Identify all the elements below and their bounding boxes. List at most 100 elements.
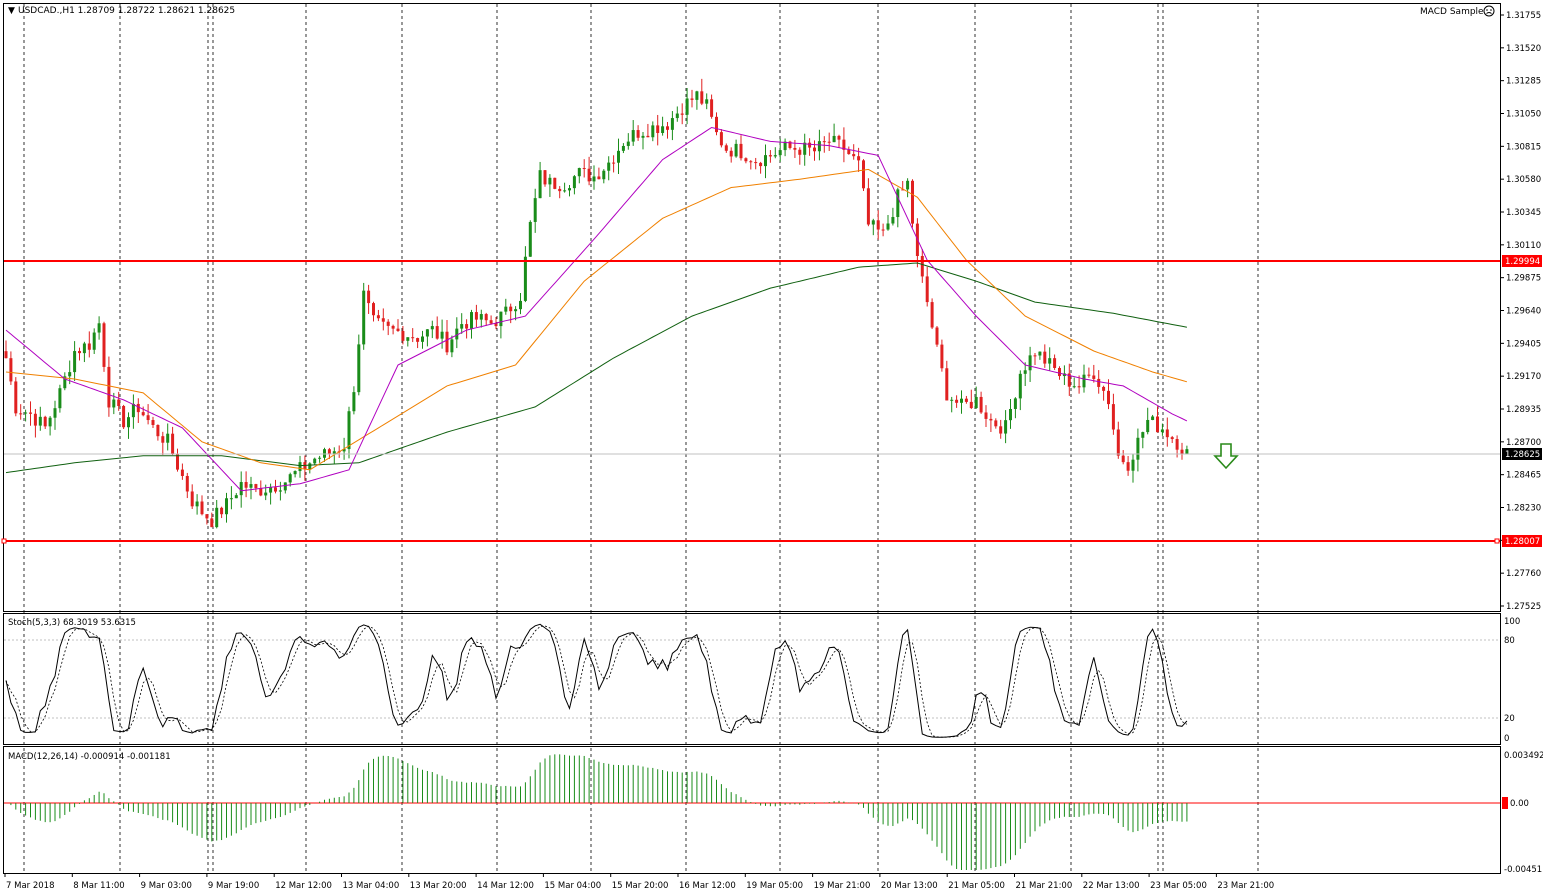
price-axis: 1.31755 1.31520 1.31285 1.31050 1.30815 1.305… — [1500, 11, 1541, 612]
candle-body — [185, 475, 189, 492]
candle-body — [136, 403, 140, 413]
price-tick-label: 1.30815 — [1506, 142, 1541, 152]
stoch-signal-line — [5, 625, 1188, 738]
candle-body — [1146, 419, 1150, 433]
candle-body — [739, 143, 743, 159]
candle-body — [592, 176, 596, 182]
candle-body — [151, 420, 155, 425]
candle-body — [798, 149, 802, 155]
candle-body — [710, 99, 714, 117]
candle-body — [278, 490, 282, 492]
candle-body — [29, 412, 32, 414]
candle-body — [749, 161, 753, 163]
smiley-icon[interactable] — [1483, 5, 1495, 17]
candle-body — [597, 176, 601, 180]
candle-body — [1004, 420, 1008, 434]
candle-body — [837, 135, 841, 140]
candle-body — [63, 376, 67, 389]
candle-body — [107, 366, 111, 408]
candle-body — [53, 408, 57, 418]
candle-body — [901, 189, 905, 191]
candle-body — [68, 372, 72, 377]
candle-body — [759, 162, 763, 167]
candle-body — [876, 220, 880, 230]
down-arrow-icon[interactable] — [1213, 443, 1239, 470]
candle-body — [680, 113, 684, 115]
time-tick-label: 7 Mar 2018 — [6, 881, 54, 891]
candle-body — [621, 145, 625, 151]
candle-body — [666, 126, 669, 130]
time-axis: 7 Mar 2018 8 Mar 11:00 9 Mar 03:00 9 Mar 19… — [4, 873, 1274, 891]
price-tick-label: 1.31050 — [1506, 110, 1541, 120]
time-tick-label: 14 Mar 12:00 — [477, 881, 534, 891]
candle-body — [1102, 386, 1106, 391]
candle-body — [862, 160, 865, 189]
candle-body — [925, 276, 929, 303]
ma-slow-line — [5, 262, 1187, 474]
candle-body — [1111, 404, 1115, 430]
candle-body — [4, 351, 8, 359]
support-handle-left[interactable] — [1, 538, 7, 544]
candle-body — [352, 392, 356, 412]
candle-body — [871, 220, 875, 225]
candle-body — [367, 290, 371, 304]
candle-body — [832, 135, 836, 143]
main-panel-frame — [3, 3, 1501, 612]
stoch-tick-80: 80 — [1504, 636, 1515, 646]
candle-body — [543, 170, 547, 185]
price-tick-label: 1.30345 — [1506, 208, 1541, 218]
candle-body — [773, 155, 777, 157]
candle-body — [97, 323, 101, 333]
candle-body — [984, 412, 988, 419]
candle-body — [803, 142, 807, 155]
candle-body — [646, 135, 650, 138]
candle-body — [435, 326, 439, 339]
candle-body — [1072, 386, 1076, 388]
time-tick-label: 20 Mar 13:00 — [881, 881, 938, 891]
candle-body — [470, 312, 473, 329]
candle-body — [940, 344, 944, 369]
candle-body — [264, 492, 268, 496]
candle-body — [33, 413, 37, 426]
price-tick-label: 1.28465 — [1506, 471, 1541, 481]
candle-body — [930, 302, 934, 328]
candle-body — [891, 217, 895, 224]
candle-body — [729, 150, 733, 157]
candle-body — [754, 162, 758, 164]
time-tick-label: 15 Mar 04:00 — [544, 881, 601, 891]
candle-body — [225, 498, 228, 515]
candle-body — [631, 130, 635, 142]
candle-body — [641, 135, 645, 138]
candles — [4, 78, 1189, 529]
candle-body — [210, 518, 214, 528]
candle-body — [421, 336, 424, 342]
candle-body — [1185, 449, 1189, 454]
candle-body — [445, 331, 449, 353]
price-tick-label: 1.28230 — [1506, 504, 1541, 514]
time-tick-label: 21 Mar 21:00 — [1016, 881, 1073, 891]
stoch-label: Stoch(5,3,3) 68.3019 53.6315 — [8, 618, 136, 628]
candle-body — [215, 507, 219, 528]
price-label-upper: 1.29994 — [1502, 255, 1542, 267]
support-handle-right[interactable] — [1494, 538, 1500, 544]
candle-body — [533, 198, 537, 222]
price-tick-label: 1.28700 — [1506, 438, 1541, 448]
candle-body — [1131, 459, 1135, 471]
candle-body — [484, 314, 488, 321]
candle-body — [617, 150, 620, 163]
candle-body — [1160, 429, 1164, 433]
candle-body — [955, 399, 959, 403]
candle-body — [308, 463, 312, 469]
candle-body — [661, 126, 665, 134]
candle-body — [102, 323, 106, 367]
candle-body — [817, 141, 821, 152]
candle-body — [788, 141, 792, 148]
candle-body — [719, 132, 723, 146]
candle-body — [327, 449, 331, 454]
candle-body — [489, 320, 493, 324]
candle-body — [87, 343, 91, 350]
candle-body — [146, 415, 150, 421]
price-tick-label: 1.27760 — [1506, 569, 1541, 579]
candle-body — [587, 168, 591, 182]
